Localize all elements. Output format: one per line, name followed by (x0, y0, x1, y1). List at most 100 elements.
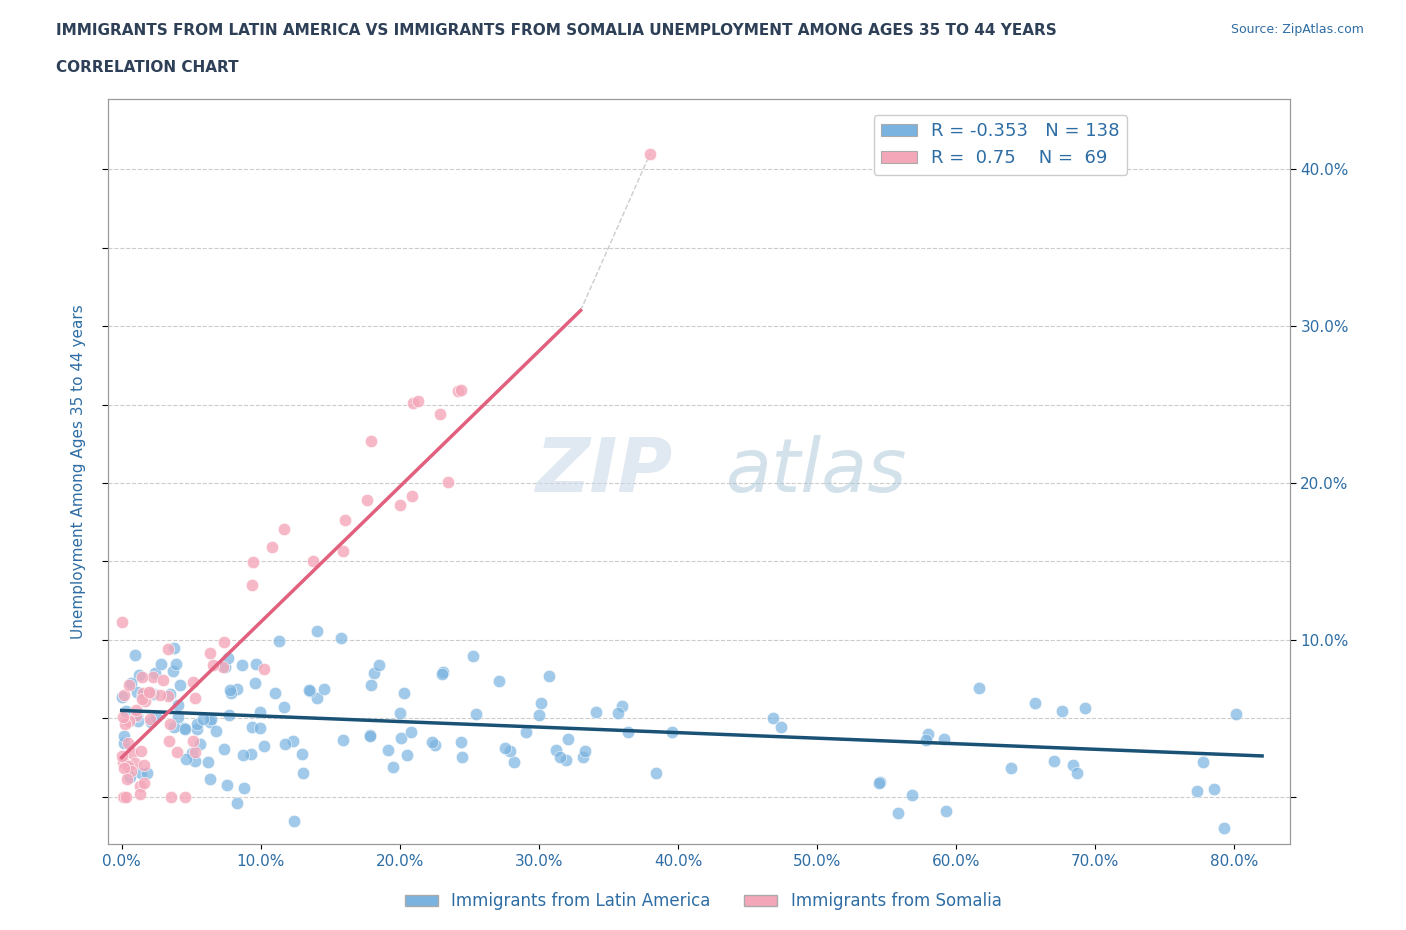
Point (298, 682, 321, 697)
Point (111, 710, 134, 724)
Point (356, 493, 378, 508)
Point (450, 750, 472, 764)
Point (174, 790, 197, 804)
Point (121, 746, 143, 761)
Point (145, 710, 167, 724)
Point (218, 708, 240, 723)
Point (886, 805, 908, 820)
Point (360, 677, 382, 692)
Point (186, 722, 208, 737)
Point (112, 736, 135, 751)
Point (557, 732, 579, 747)
Point (214, 659, 236, 674)
Point (262, 539, 284, 554)
Point (406, 393, 429, 408)
Point (1202, 781, 1225, 796)
Legend: Immigrants from Latin America, Immigrants from Somalia: Immigrants from Latin America, Immigrant… (398, 885, 1008, 917)
Point (1000, 761, 1022, 776)
Point (225, 796, 247, 811)
Point (544, 742, 567, 757)
Point (399, 724, 422, 739)
Point (162, 664, 184, 679)
Point (273, 699, 295, 714)
Point (389, 705, 412, 720)
Point (217, 777, 239, 792)
Point (188, 737, 211, 751)
Text: CORRELATION CHART: CORRELATION CHART (56, 60, 239, 75)
Point (332, 543, 354, 558)
Point (166, 745, 188, 760)
Point (1043, 753, 1066, 768)
Point (249, 704, 271, 719)
Point (139, 711, 162, 726)
Point (129, 744, 152, 759)
Point (202, 658, 225, 672)
Text: ZIP: ZIP (536, 434, 673, 508)
Point (488, 673, 510, 688)
Point (139, 686, 162, 701)
Point (219, 685, 242, 700)
Point (402, 396, 425, 411)
Point (305, 691, 328, 706)
Point (245, 657, 267, 671)
Point (1225, 707, 1247, 722)
Point (134, 757, 156, 772)
Point (548, 750, 571, 764)
Point (226, 682, 249, 697)
Point (377, 742, 399, 757)
Point (159, 687, 181, 702)
Point (240, 578, 263, 593)
Point (915, 732, 938, 747)
Point (389, 730, 412, 745)
Point (186, 717, 208, 732)
Point (450, 735, 472, 750)
Point (301, 553, 323, 568)
Point (935, 804, 957, 818)
Point (127, 713, 149, 728)
Point (181, 674, 204, 689)
Y-axis label: Unemployment Among Ages 35 to 44 years: Unemployment Among Ages 35 to 44 years (72, 304, 86, 639)
Point (169, 677, 191, 692)
Point (115, 772, 138, 787)
Point (263, 685, 285, 700)
Point (142, 670, 165, 684)
Point (181, 733, 204, 748)
Point (114, 687, 136, 702)
Point (283, 814, 305, 829)
Point (112, 790, 135, 804)
Point (585, 705, 607, 720)
Point (112, 729, 135, 744)
Point (242, 554, 264, 569)
Point (163, 720, 186, 735)
Point (114, 716, 136, 731)
Point (917, 726, 939, 741)
Point (176, 751, 198, 766)
Point (607, 706, 630, 721)
Point (499, 743, 522, 758)
Point (298, 684, 321, 698)
Point (430, 666, 453, 681)
Point (644, 765, 666, 780)
Point (127, 684, 149, 699)
Point (429, 406, 451, 421)
Point (197, 754, 219, 769)
Point (163, 641, 186, 656)
Point (253, 738, 276, 753)
Point (363, 666, 385, 681)
Text: atlas: atlas (727, 435, 908, 507)
Point (425, 737, 447, 752)
Point (157, 641, 180, 656)
Point (420, 735, 443, 750)
Point (574, 744, 596, 759)
Point (269, 634, 291, 649)
Point (120, 769, 142, 784)
Point (184, 753, 207, 768)
Point (111, 615, 134, 630)
Point (231, 658, 253, 672)
Point (240, 747, 263, 762)
Point (494, 740, 516, 755)
Point (124, 647, 146, 662)
Point (129, 765, 152, 780)
Point (125, 708, 148, 723)
Point (1185, 783, 1208, 798)
